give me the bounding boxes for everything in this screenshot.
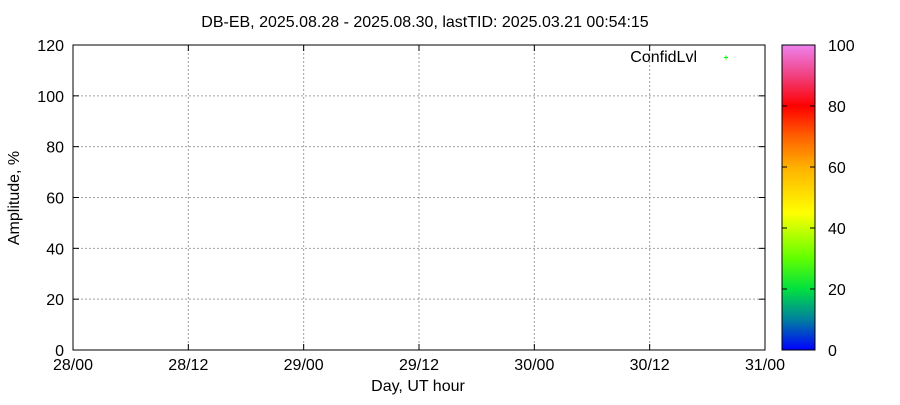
colorbar-tick-label: 40	[828, 221, 846, 238]
y-tick-label: 0	[55, 343, 64, 360]
colorbar	[781, 44, 816, 351]
x-tick-label: 30/12	[630, 357, 670, 374]
legend: ConfidLvl	[630, 49, 728, 66]
colorbar-ticks: 0 20 40 60 80 100	[782, 38, 855, 360]
grid	[73, 45, 765, 350]
colorbar-tick-label: 20	[828, 282, 846, 299]
chart-title: DB-EB, 2025.08.28 - 2025.08.30, lastTID:…	[201, 14, 649, 31]
x-tick-label: 29/12	[399, 357, 439, 374]
y-tick-label: 60	[46, 191, 64, 208]
x-axis-label: Day, UT hour	[371, 378, 465, 395]
colorbar-tick-label: 60	[828, 160, 846, 177]
colorbar-tick-label: 100	[828, 38, 855, 55]
x-tick-label: 29/00	[284, 357, 324, 374]
x-tick-label: 28/12	[168, 357, 208, 374]
axes: 0 20 40 60 80 100 120 28/00 28/12 29/00 29/12 30/00…	[37, 38, 785, 374]
x-tick-label: 31/00	[745, 357, 785, 374]
y-tick-label: 100	[37, 89, 64, 106]
x-tick-label: 28/00	[53, 357, 93, 374]
legend-marker	[724, 55, 728, 60]
y-tick-label: 80	[46, 140, 64, 157]
y-tick-label: 20	[46, 292, 64, 309]
y-tick-label: 120	[37, 38, 64, 55]
y-tick-label: 40	[46, 241, 64, 258]
plot-frame	[72, 44, 766, 351]
colorbar-tick-label: 80	[828, 99, 846, 116]
colorbar-tick-label: 0	[828, 343, 837, 360]
y-axis-label: Amplitude, %	[6, 151, 23, 245]
x-tick-label: 30/00	[514, 357, 554, 374]
legend-label: ConfidLvl	[630, 49, 697, 66]
